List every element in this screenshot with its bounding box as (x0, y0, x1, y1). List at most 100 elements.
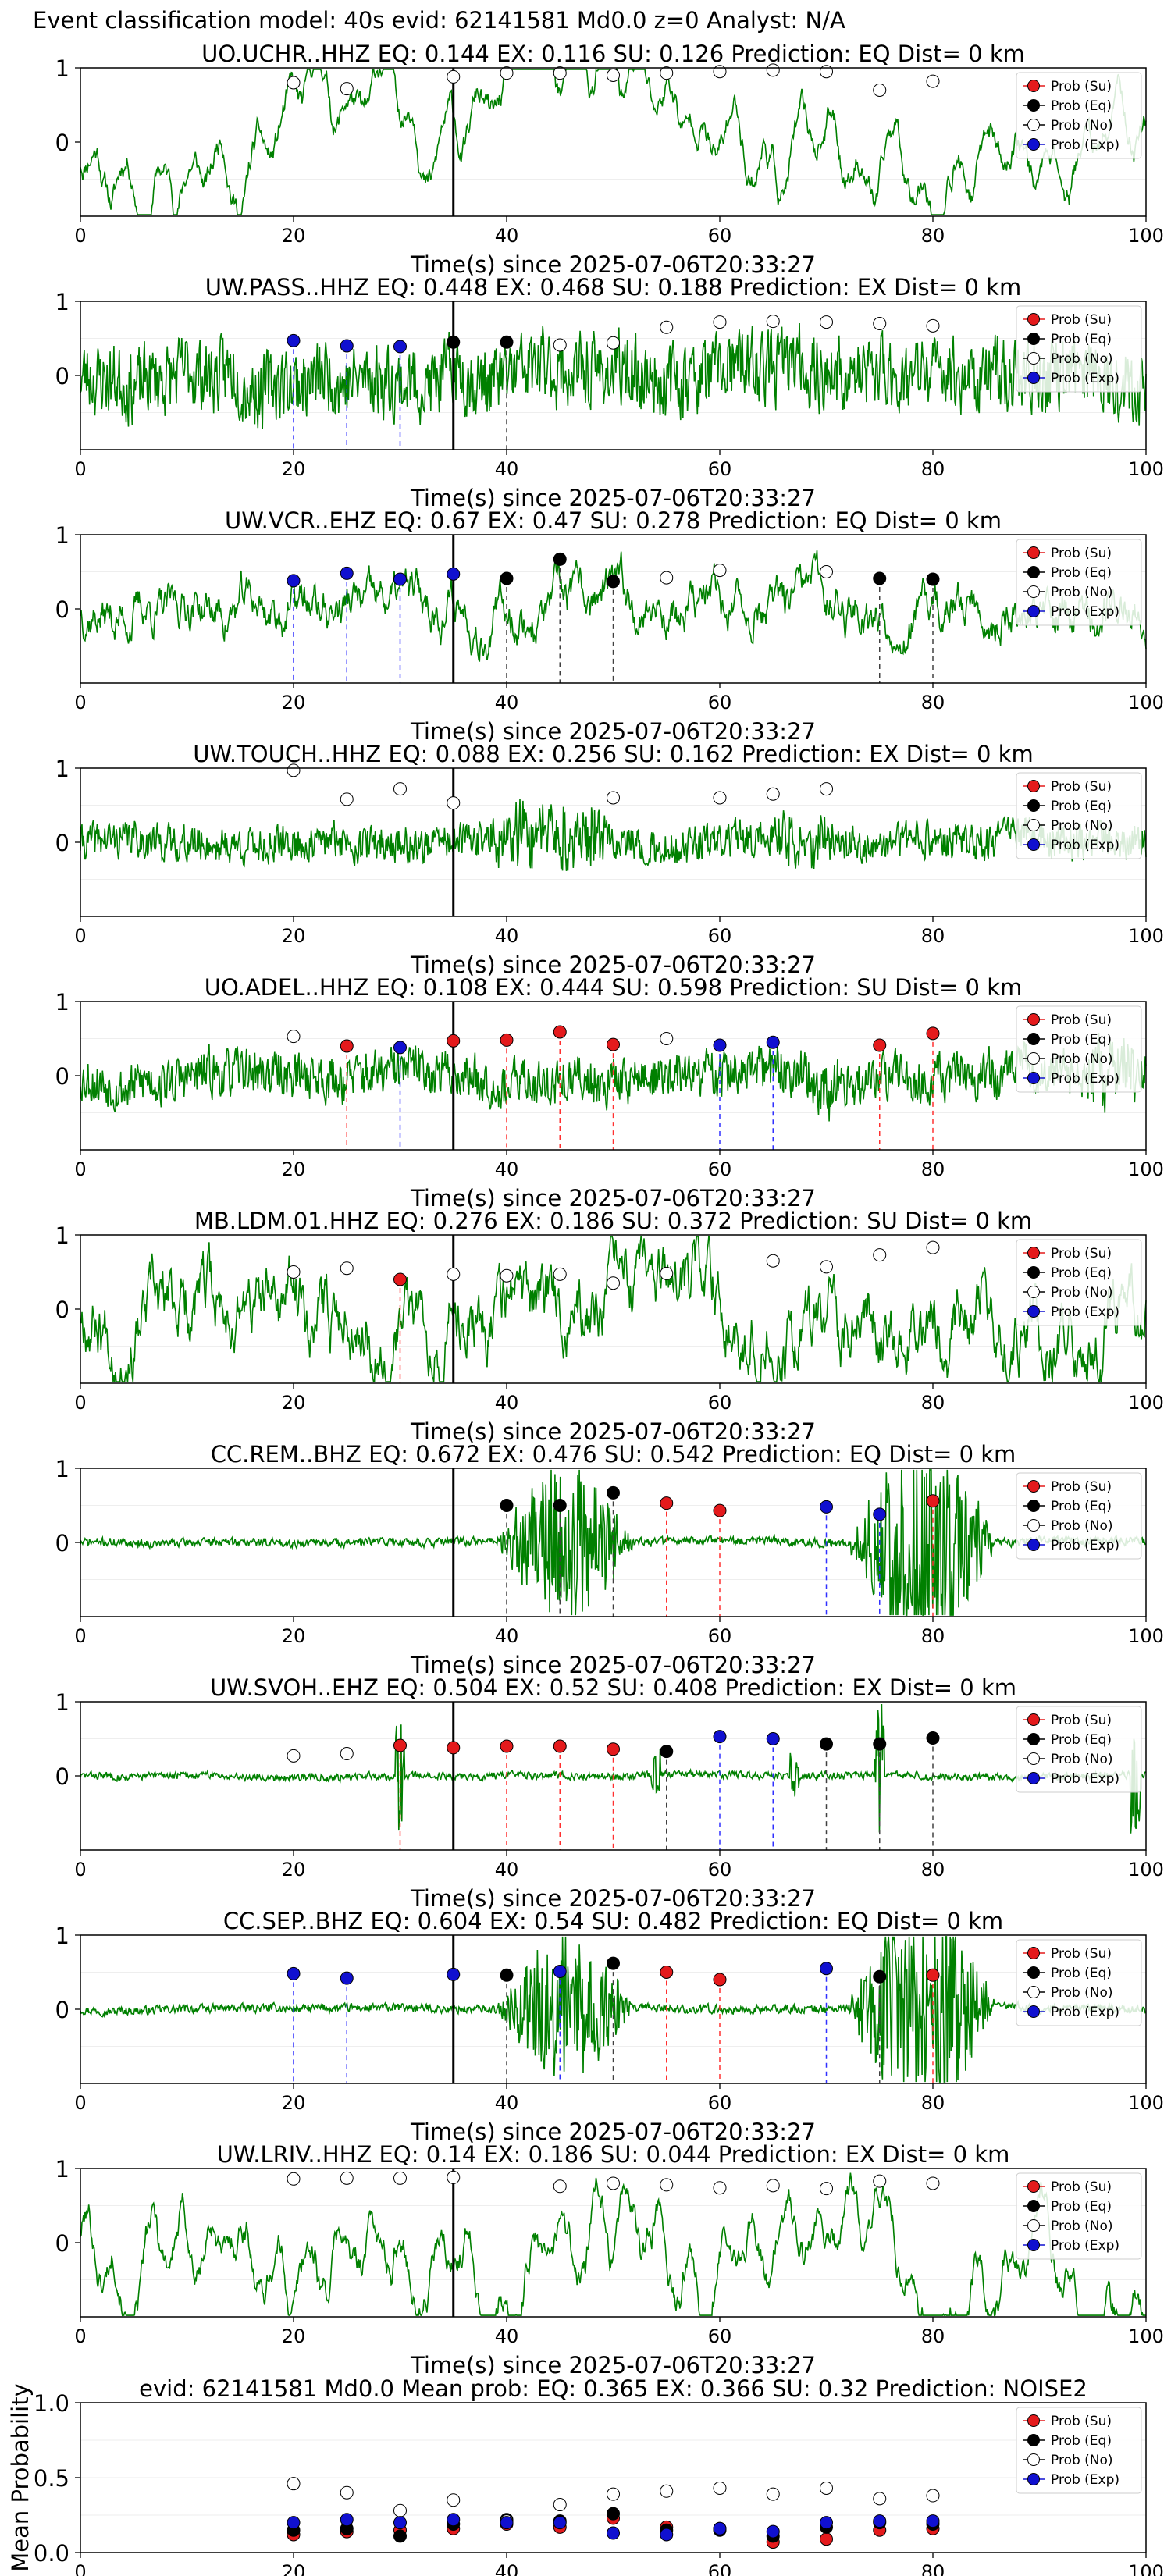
legend-marker-su (1027, 2180, 1040, 2193)
prob-point-no (766, 787, 780, 801)
legend-label-su: Prob (Su) (1051, 2414, 1112, 2429)
legend-marker-exp (1027, 838, 1040, 851)
legend-label-eq: Prob (Eq) (1051, 799, 1112, 814)
prob-point-no (660, 320, 674, 334)
prob-point-no (713, 315, 727, 329)
waveform-panel-8: UW.SVOH..EHZ EQ: 0.504 EX: 0.52 SU: 0.40… (55, 1674, 1164, 1912)
prob-point-eq (553, 552, 567, 566)
legend-marker-su (1027, 1247, 1040, 1259)
prob-point-su (713, 1503, 727, 1517)
x-tick-label: 100 (1128, 225, 1164, 247)
x-tick-label: 40 (495, 2561, 519, 2576)
x-tick-label: 60 (708, 458, 732, 480)
legend-label-exp: Prob (Exp) (1051, 1304, 1119, 1320)
x-tick-label: 80 (921, 2092, 945, 2114)
prob-point-eq (873, 1737, 887, 1751)
legend-label-exp: Prob (Exp) (1051, 371, 1119, 386)
legend-label-eq: Prob (Eq) (1051, 2433, 1112, 2449)
legend-label-su: Prob (Su) (1051, 1713, 1112, 1728)
legend-label-no: Prob (No) (1051, 2218, 1113, 2234)
panel-title: MB.LDM.01.HHZ EQ: 0.276 EX: 0.186 SU: 0.… (194, 1208, 1032, 1234)
legend-label-eq: Prob (Eq) (1051, 1032, 1112, 1048)
legend: Prob (Su) Prob (Eq) Prob (No) Prob (Exp) (1016, 1472, 1142, 1560)
legend-label-su: Prob (Su) (1051, 79, 1112, 94)
waveform-trace (80, 2172, 1146, 2317)
prob-point-eq (607, 1956, 620, 1970)
mean-prob-point-exp (447, 2513, 461, 2527)
prob-point-no (820, 315, 833, 329)
legend-marker-eq (1027, 799, 1040, 812)
mean-probability-panel: evid: 62141581 Md0.0 Mean prob: EQ: 0.36… (7, 2375, 1164, 2576)
x-tick-label: 0 (74, 1392, 86, 1414)
legend-marker-eq (1027, 333, 1040, 345)
x-tick-label: 20 (282, 692, 306, 713)
prob-point-eq (553, 1499, 567, 1512)
legend: Prob (Su) Prob (Eq) Prob (No) Prob (Exp) (1016, 1706, 1142, 1793)
x-tick-label: 0 (74, 1859, 86, 1880)
legend-marker-no (1027, 2453, 1040, 2466)
prob-point-exp (393, 340, 407, 354)
prob-point-no (287, 1030, 301, 1044)
prob-point-no (340, 1261, 354, 1276)
legend-label-eq: Prob (Eq) (1051, 2199, 1112, 2215)
mean-prob-point-no (607, 2487, 620, 2501)
x-tick-label: 80 (921, 1158, 945, 1180)
y-tick-label: 0 (55, 1763, 69, 1790)
legend-marker-exp (1027, 1539, 1040, 1551)
legend: Prob (Su) Prob (Eq) Prob (No) Prob (Exp) (1016, 1005, 1142, 1093)
legend: Prob (Su) Prob (Eq) Prob (No) Prob (Exp) (1016, 2172, 1142, 2260)
prob-point-eq (873, 1969, 887, 1984)
y-tick-label: 1 (55, 289, 69, 315)
prob-point-no (287, 763, 301, 777)
legend-label-no: Prob (No) (1051, 818, 1113, 834)
x-tick-label: 0 (74, 2561, 86, 2576)
prob-point-su (447, 1741, 461, 1755)
legend-label-su: Prob (Su) (1051, 1946, 1112, 1962)
legend-marker-su (1027, 80, 1040, 92)
legend-marker-su (1027, 1480, 1040, 1493)
x-tick-label: 20 (282, 1859, 306, 1880)
axes-frame (80, 1701, 1147, 1851)
prob-point-su (553, 1025, 567, 1039)
prob-point-no (607, 69, 620, 82)
prob-point-exp (447, 567, 461, 581)
prob-point-no (287, 1749, 301, 1763)
waveform-trace (80, 1703, 1147, 1834)
prob-point-no (660, 571, 674, 585)
x-tick-label: 100 (1128, 458, 1164, 480)
y-tick-label: 1 (55, 1689, 69, 1716)
axes-frame (80, 534, 1147, 684)
legend-box (1016, 2172, 1142, 2260)
panel-title: UW.TOUCH..HHZ EQ: 0.088 EX: 0.256 SU: 0.… (193, 741, 1033, 767)
mean-prob-point-no (873, 2492, 887, 2506)
prob-point-exp (820, 1962, 833, 1976)
x-tick-label: 80 (921, 458, 945, 480)
mean-prob-point-no (713, 2481, 727, 2495)
legend-marker-su (1027, 780, 1040, 792)
legend: Prob (Su) Prob (Eq) Prob (No) Prob (Exp) (1016, 1939, 1142, 2026)
legend-label-eq: Prob (Eq) (1051, 1499, 1112, 1514)
x-tick-label: 100 (1128, 1158, 1164, 1180)
waveform-panel-6: MB.LDM.01.HHZ EQ: 0.276 EX: 0.186 SU: 0.… (55, 1208, 1164, 1445)
prob-point-su (713, 1973, 727, 1987)
legend-box (1016, 1706, 1142, 1793)
legend-marker-su (1027, 1947, 1040, 1959)
panel-title: UW.VCR..EHZ EQ: 0.67 EX: 0.47 SU: 0.278 … (225, 507, 1002, 534)
legend-label-su: Prob (Su) (1051, 2179, 1112, 2195)
waveform-panel-3: UW.VCR..EHZ EQ: 0.67 EX: 0.47 SU: 0.278 … (55, 507, 1164, 745)
prob-point-no (713, 564, 727, 578)
x-tick-label: 0 (74, 225, 86, 247)
y-tick-label: 0.5 (34, 2465, 69, 2492)
prob-point-no (926, 1240, 940, 1254)
y-tick-label: 0 (55, 1063, 69, 1090)
legend-label-exp: Prob (Exp) (1051, 604, 1119, 620)
prob-point-no (500, 1268, 514, 1283)
prob-point-su (393, 1738, 407, 1752)
legend-box (1016, 1005, 1142, 1093)
prob-point-su (500, 1739, 514, 1753)
legend-marker-exp (1027, 372, 1040, 384)
legend-label-eq: Prob (Eq) (1051, 98, 1112, 114)
legend-box (1016, 1239, 1142, 1326)
legend: Prob (Su) Prob (Eq) Prob (No) Prob (Exp) (1016, 539, 1142, 626)
legend-label-exp: Prob (Exp) (1051, 1771, 1119, 1787)
